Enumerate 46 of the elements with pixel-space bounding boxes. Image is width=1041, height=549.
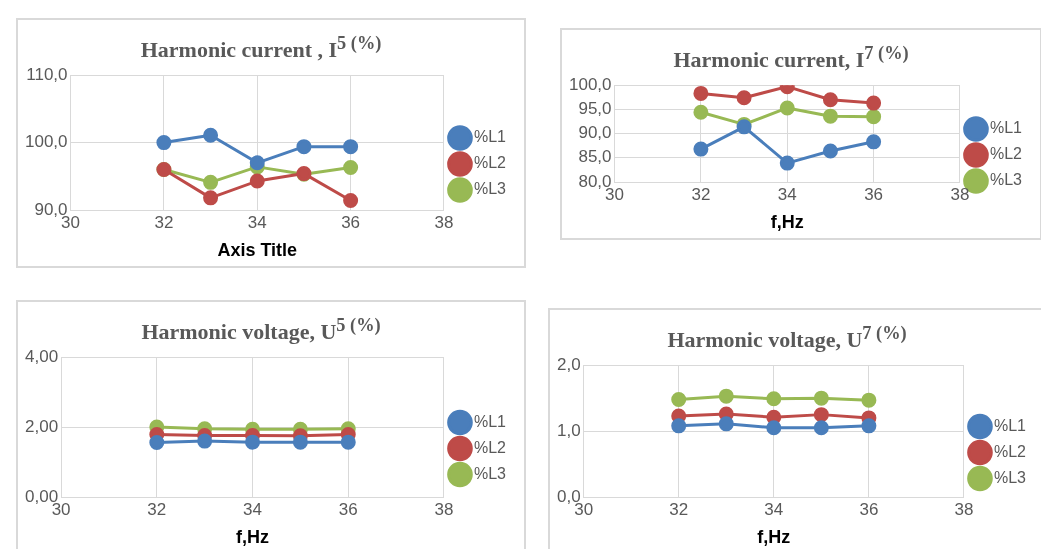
- x-tick-label: 38: [434, 499, 454, 519]
- x-axis-title: f,Hz: [770, 212, 804, 233]
- legend-label: %L1: [473, 128, 507, 146]
- x-tick-label: 38: [434, 212, 454, 232]
- legend-label: %L2: [473, 154, 507, 172]
- x-tick-label: 34: [247, 212, 267, 232]
- y-tick-label: 100,0: [24, 132, 68, 152]
- x-tick-label: 34: [777, 184, 797, 204]
- y-tick-label: 100,0: [568, 74, 612, 94]
- x-axis-title: f,Hz: [757, 527, 791, 548]
- legend-label: %L3: [473, 180, 507, 198]
- x-tick-label: 32: [691, 184, 711, 204]
- y-tick-label: 110,0: [26, 64, 68, 84]
- x-tick-label: 34: [764, 499, 784, 519]
- x-tick-label: 32: [147, 499, 167, 519]
- y-tick-label: 95,0: [578, 99, 612, 119]
- x-tick-label: 32: [669, 499, 689, 519]
- y-tick-label: 2,00: [24, 416, 59, 436]
- x-tick-label: 34: [243, 499, 262, 519]
- x-tick-label: 38: [954, 499, 974, 519]
- chart-title: Harmonic voltage, U$^{7 (%)}$: [666, 322, 908, 353]
- legend-label: %L2: [993, 442, 1027, 460]
- legend-label: %L2: [989, 145, 1023, 163]
- legend-label: %L2: [473, 438, 507, 456]
- y-tick-label: 4,00: [24, 346, 59, 366]
- chart-title: Harmonic voltage, U$^{5 (%)}$: [140, 314, 382, 345]
- x-axis-title: f,Hz: [236, 527, 270, 548]
- x-tick-label: 32: [154, 212, 174, 232]
- legend-label: %L3: [989, 171, 1023, 189]
- x-tick-label: 38: [950, 184, 970, 204]
- legend-label: %L1: [473, 412, 507, 430]
- y-tick-label: 85,0: [578, 147, 612, 167]
- legend-label: %L3: [993, 468, 1027, 486]
- legend-label: %L1: [989, 119, 1023, 137]
- x-tick-label: 36: [864, 184, 884, 204]
- y-tick-label: 2,0: [556, 354, 581, 374]
- chart-title: Harmonic current , I$^{5 (%)}$: [139, 32, 383, 63]
- chart-title: Harmonic current, I$^{7 (%)}$: [672, 42, 910, 73]
- y-tick-label: 90,0: [578, 123, 612, 143]
- x-tick-label: 36: [341, 212, 361, 232]
- legend-label: %L3: [473, 464, 507, 482]
- legend-label: %L1: [993, 416, 1027, 434]
- x-tick-label: 36: [338, 499, 358, 519]
- y-tick-label: 1,0: [556, 420, 581, 440]
- x-axis-title: Axis Title: [217, 240, 298, 261]
- x-tick-label: 36: [859, 499, 879, 519]
